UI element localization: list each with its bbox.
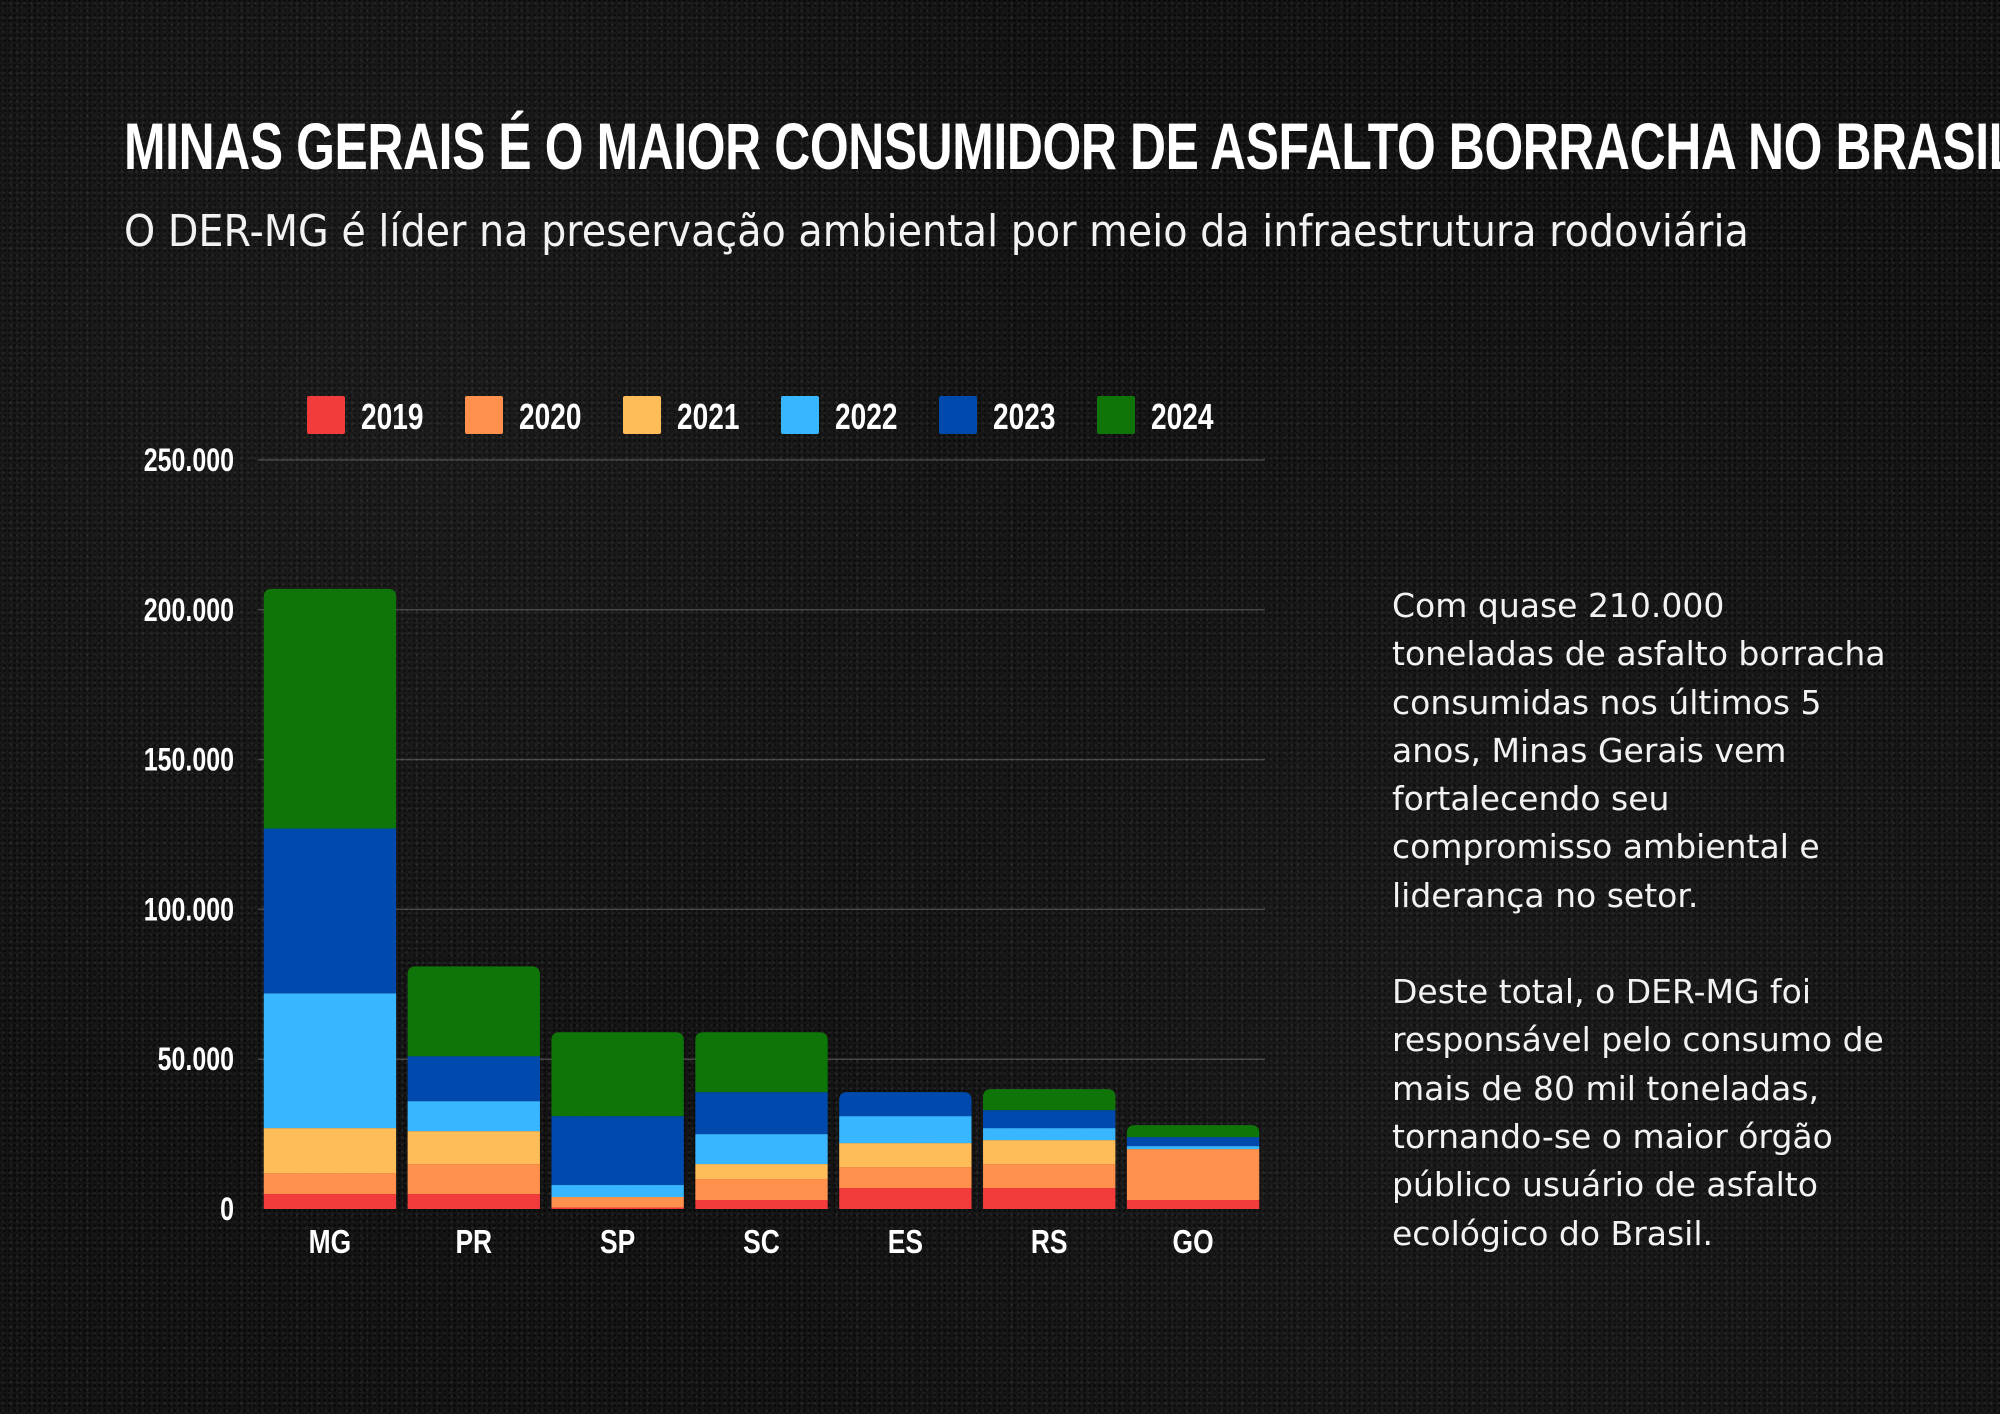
bar-segment-rs-2019 — [983, 1188, 1116, 1209]
bar-segment-mg-2024 — [263, 588, 397, 829]
bar-segment-es-2019 — [839, 1188, 972, 1209]
bar-segment-pr-2020 — [407, 1164, 540, 1195]
bar-segment-mg-2019 — [263, 1194, 397, 1209]
legend-label: 2022 — [835, 397, 897, 437]
bar-segment-sp-2019 — [551, 1207, 684, 1209]
legend-item-2020: 2020 — [465, 396, 581, 437]
legend-swatch — [307, 396, 345, 434]
legend-swatch — [623, 396, 661, 434]
bar-segment-rs-2024 — [983, 1089, 1116, 1111]
bars — [263, 588, 1260, 1209]
legend-item-2022: 2022 — [781, 396, 897, 437]
y-tick-label: 100.000 — [144, 893, 234, 929]
x-tick-label-sc: SC — [743, 1224, 780, 1260]
legend-swatch — [1097, 396, 1135, 434]
y-tick-label: 50.000 — [158, 1042, 234, 1078]
commentary-paragraph-1: Com quase 210.000 toneladas de asfalto b… — [1392, 586, 1886, 915]
bar-segment-pr-2021 — [407, 1131, 540, 1165]
bar-segment-es-2023 — [839, 1092, 972, 1117]
commentary-paragraph-2: Deste total, o DER-MG foi responsável pe… — [1392, 972, 1884, 1253]
bar-segment-es-2021 — [839, 1143, 972, 1168]
side-commentary: Com quase 210.000 toneladas de asfalto b… — [1392, 582, 1892, 1258]
legend-item-2023: 2023 — [939, 396, 1055, 437]
legend-label: 2023 — [993, 397, 1055, 437]
bar-segment-rs-2020 — [983, 1164, 1116, 1189]
bar-segment-sc-2019 — [695, 1200, 828, 1209]
bar-segment-sc-2020 — [695, 1179, 828, 1201]
legend-label: 2024 — [1151, 397, 1213, 437]
bar-segment-go-2022 — [1126, 1146, 1260, 1150]
bar-segment-es-2020 — [839, 1167, 972, 1189]
bar-segment-pr-2023 — [407, 1056, 540, 1102]
bar-segment-sp-2022 — [551, 1185, 684, 1198]
bar-segment-go-2024 — [1126, 1125, 1260, 1138]
bar-segment-go-2019 — [1126, 1200, 1260, 1209]
legend-swatch — [781, 396, 819, 434]
bar-segment-pr-2019 — [407, 1194, 540, 1209]
legend-label: 2019 — [361, 397, 423, 437]
bar-segment-sp-2020 — [551, 1197, 684, 1208]
bar-segment-sc-2024 — [695, 1032, 828, 1093]
legend-item-2019: 2019 — [307, 396, 423, 437]
y-tick-label: 250.000 — [144, 443, 234, 479]
bar-segment-mg-2020 — [263, 1173, 397, 1195]
x-tick-label-sp: SP — [600, 1224, 635, 1260]
bar-segment-rs-2023 — [983, 1110, 1116, 1129]
x-axis-tick-labels: MG PR SP SC ES RS GO — [309, 1224, 1214, 1260]
y-axis-tick-labels: 0 50.000 100.000 150.000 200.000 250.000 — [144, 443, 234, 1228]
bar-segment-go-2020 — [1126, 1149, 1260, 1201]
bar-segment-go-2023 — [1126, 1137, 1260, 1147]
x-tick-label-rs: RS — [1031, 1224, 1068, 1260]
bar-segment-sc-2021 — [695, 1164, 828, 1180]
legend-swatch — [465, 396, 503, 434]
x-tick-label-pr: PR — [455, 1224, 492, 1260]
x-tick-label-es: ES — [888, 1224, 923, 1260]
bar-segment-mg-2021 — [263, 1128, 397, 1174]
x-tick-label-mg: MG — [309, 1224, 352, 1260]
bar-segment-pr-2022 — [407, 1101, 540, 1132]
bar-segment-pr-2024 — [407, 966, 540, 1057]
legend-swatch — [939, 396, 977, 434]
bar-segment-rs-2022 — [983, 1128, 1116, 1141]
x-tick-label-go: GO — [1173, 1224, 1214, 1260]
bar-segment-sp-2024 — [551, 1032, 684, 1117]
legend-item-2024: 2024 — [1097, 396, 1213, 437]
y-tick-label: 200.000 — [144, 593, 234, 629]
y-tick-label: 150.000 — [144, 743, 234, 779]
bar-segment-rs-2021 — [983, 1140, 1116, 1165]
bar-segment-mg-2023 — [263, 828, 397, 994]
legend: 2019 2020 2021 2022 2023 2024 — [307, 396, 1213, 437]
legend-label: 2020 — [519, 397, 581, 437]
bar-segment-sp-2023 — [551, 1116, 684, 1186]
bar-segment-sc-2022 — [695, 1134, 828, 1165]
bar-segment-es-2022 — [839, 1116, 972, 1144]
chart-subtitle: O DER-MG é líder na preservação ambienta… — [124, 206, 1749, 257]
bar-segment-sc-2023 — [695, 1092, 828, 1135]
legend-label: 2021 — [677, 397, 739, 437]
bar-segment-mg-2022 — [263, 993, 397, 1129]
legend-item-2021: 2021 — [623, 396, 739, 437]
y-tick-label: 0 — [220, 1192, 234, 1228]
